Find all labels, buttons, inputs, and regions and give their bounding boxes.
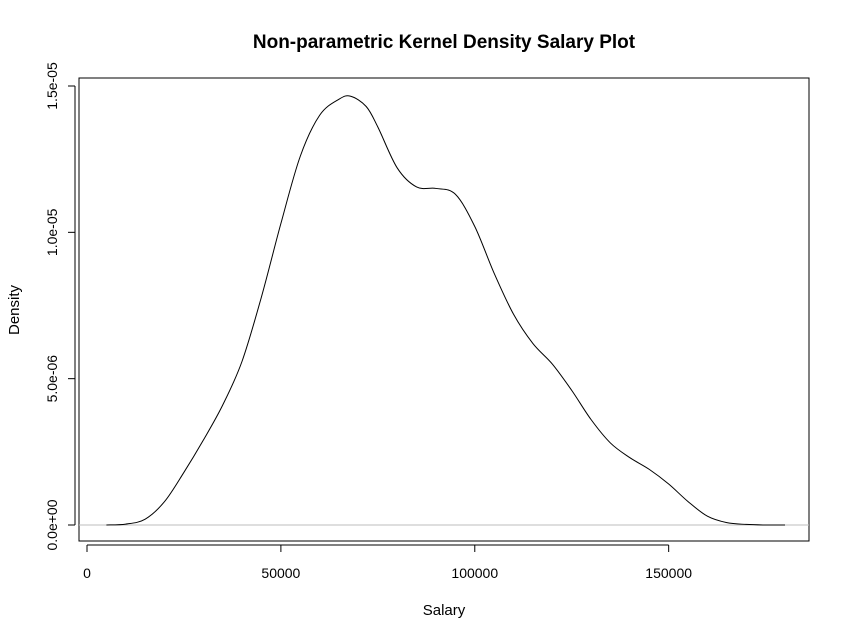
chart-title: Non-parametric Kernel Density Salary Plo… (253, 32, 636, 53)
density-curve (106, 95, 786, 526)
y-tick-label: 1.5e-05 (44, 62, 60, 110)
x-tick-label: 50000 (261, 565, 300, 581)
y-tick-label: 0.0e+00 (44, 499, 60, 550)
y-tick-label: 1.0e-05 (44, 208, 60, 256)
y-tick-label: 5.0e-06 (44, 355, 60, 403)
x-axis-label: Salary (423, 602, 466, 619)
y-axis: 0.0e+00 5.0e-06 1.0e-05 1.5e-05 (44, 62, 76, 551)
y-axis-label: Density (6, 284, 23, 335)
x-tick-label: 0 (83, 565, 91, 581)
x-tick-label: 150000 (645, 565, 692, 581)
x-tick-label: 100000 (451, 565, 498, 581)
plot-frame (78, 77, 810, 542)
x-axis: 0 50000 100000 150000 (83, 544, 692, 581)
